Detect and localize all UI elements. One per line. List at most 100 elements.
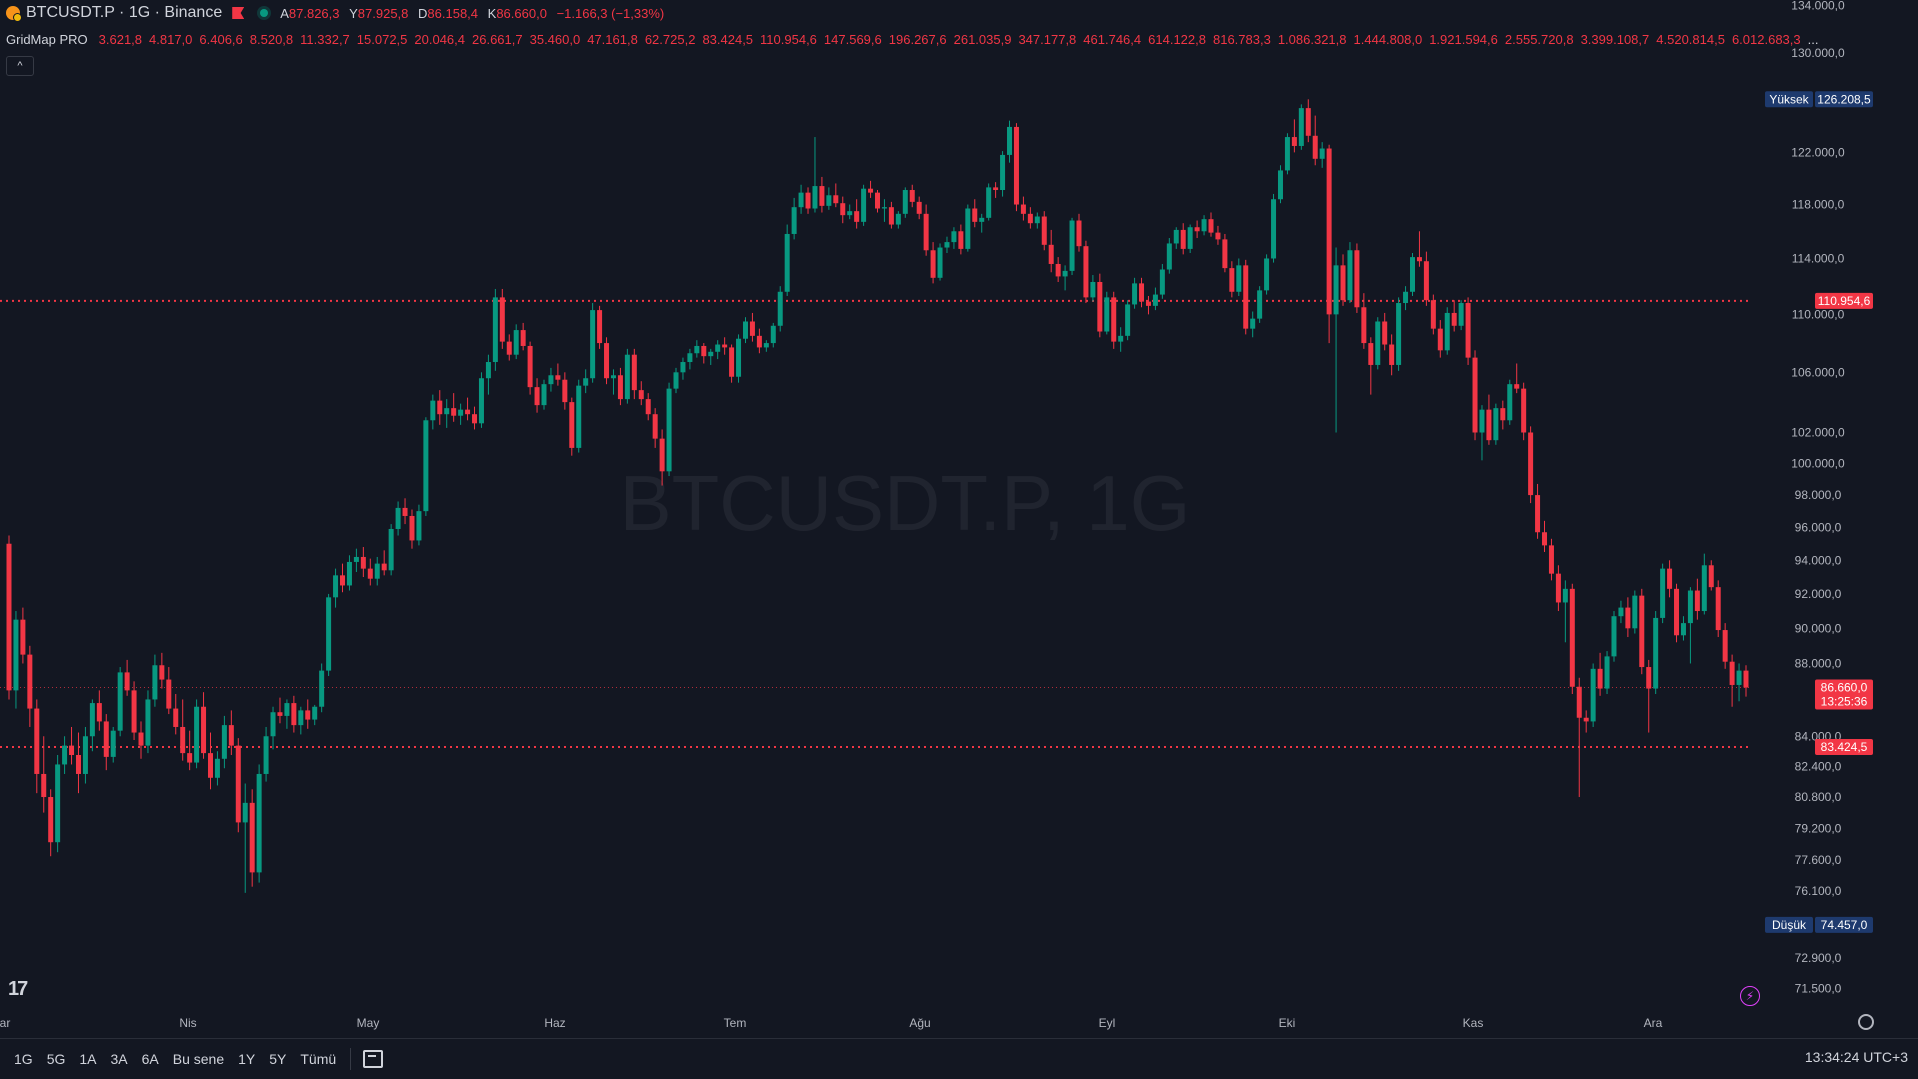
candle[interactable]: [1264, 254, 1270, 295]
candle[interactable]: [1521, 382, 1527, 441]
candle[interactable]: [1389, 334, 1395, 376]
candle[interactable]: [1326, 144, 1332, 344]
candle[interactable]: [145, 690, 151, 754]
candle[interactable]: [180, 699, 186, 761]
candle[interactable]: [444, 399, 450, 428]
indicator-ellipsis[interactable]: ...: [1807, 32, 1819, 47]
candle[interactable]: [1229, 261, 1235, 298]
candle[interactable]: [367, 558, 373, 586]
candle[interactable]: [548, 367, 554, 392]
candle[interactable]: [534, 378, 540, 413]
candle[interactable]: [1145, 295, 1151, 315]
candle[interactable]: [791, 197, 797, 240]
candle[interactable]: [1514, 363, 1520, 394]
candle[interactable]: [1000, 151, 1006, 197]
candle[interactable]: [1194, 220, 1200, 239]
candle[interactable]: [1139, 277, 1145, 308]
candle[interactable]: [13, 611, 19, 709]
candle[interactable]: [680, 357, 686, 380]
candle[interactable]: [48, 789, 54, 857]
candle[interactable]: [20, 607, 26, 664]
candle[interactable]: [916, 196, 922, 220]
range-button[interactable]: 1A: [79, 1051, 97, 1067]
candle[interactable]: [1305, 99, 1311, 143]
candle[interactable]: [228, 710, 234, 755]
candle[interactable]: [520, 322, 526, 351]
candle[interactable]: [1118, 327, 1124, 352]
candle[interactable]: [346, 555, 352, 591]
candle[interactable]: [1368, 337, 1374, 395]
candle[interactable]: [485, 354, 491, 395]
candle[interactable]: [1090, 275, 1096, 302]
candle[interactable]: [590, 303, 596, 383]
candle[interactable]: [41, 736, 47, 813]
candle[interactable]: [666, 382, 672, 477]
candle[interactable]: [138, 721, 144, 759]
candle[interactable]: [340, 563, 346, 593]
candle[interactable]: [1660, 563, 1666, 624]
candle[interactable]: [694, 340, 700, 358]
candle[interactable]: [1354, 243, 1360, 313]
candle[interactable]: [763, 340, 769, 352]
candle[interactable]: [631, 348, 637, 400]
candle[interactable]: [1486, 394, 1492, 445]
candle[interactable]: [562, 372, 568, 410]
candle[interactable]: [1409, 253, 1415, 296]
candle[interactable]: [729, 344, 735, 383]
candle[interactable]: [840, 196, 846, 224]
candle[interactable]: [110, 726, 116, 763]
candle[interactable]: [993, 182, 999, 198]
candle[interactable]: [423, 417, 429, 516]
candle[interactable]: [722, 337, 728, 355]
candle[interactable]: [472, 406, 478, 430]
candle[interactable]: [1208, 212, 1214, 237]
candle[interactable]: [1173, 227, 1179, 249]
candle[interactable]: [117, 667, 123, 737]
candle[interactable]: [333, 568, 339, 608]
candle[interactable]: [958, 224, 964, 255]
candle[interactable]: [1437, 320, 1443, 358]
range-button[interactable]: Tümü: [300, 1051, 337, 1067]
candle[interactable]: [152, 654, 158, 707]
candle[interactable]: [1284, 133, 1290, 175]
candle[interactable]: [1347, 242, 1353, 304]
candle[interactable]: [27, 645, 33, 727]
candle[interactable]: [124, 659, 130, 696]
candle[interactable]: [381, 550, 387, 576]
candle[interactable]: [881, 199, 887, 222]
candle[interactable]: [1715, 580, 1721, 638]
candle[interactable]: [597, 305, 603, 349]
candle[interactable]: [770, 322, 776, 348]
candle[interactable]: [1507, 379, 1513, 425]
candle[interactable]: [1680, 616, 1686, 641]
candle[interactable]: [777, 286, 783, 332]
candle[interactable]: [235, 738, 241, 833]
candle[interactable]: [617, 367, 623, 406]
candle[interactable]: [1111, 291, 1117, 349]
candle[interactable]: [1132, 277, 1138, 309]
candle[interactable]: [1277, 165, 1283, 204]
candle[interactable]: [645, 393, 651, 421]
range-button[interactable]: 5G: [46, 1051, 66, 1067]
candle[interactable]: [1396, 297, 1402, 371]
candle[interactable]: [305, 699, 311, 729]
candle[interactable]: [555, 363, 561, 386]
candle[interactable]: [583, 369, 589, 394]
candle[interactable]: [1555, 565, 1561, 612]
symbol-title[interactable]: BTCUSDT.P · 1G · Binance: [26, 4, 223, 21]
candle[interactable]: [1403, 286, 1409, 311]
candle[interactable]: [1007, 120, 1013, 163]
candle[interactable]: [1444, 307, 1450, 355]
candle[interactable]: [715, 340, 721, 360]
candle[interactable]: [1180, 223, 1186, 255]
candle[interactable]: [902, 187, 908, 218]
candle[interactable]: [201, 692, 207, 759]
candle[interactable]: [576, 379, 582, 453]
candle[interactable]: [1243, 259, 1249, 335]
range-button[interactable]: 5Y: [269, 1051, 287, 1067]
range-button[interactable]: Bu sene: [172, 1051, 225, 1067]
candle[interactable]: [458, 403, 464, 425]
candle[interactable]: [374, 556, 380, 586]
candle[interactable]: [1743, 665, 1749, 697]
candle[interactable]: [784, 224, 790, 296]
